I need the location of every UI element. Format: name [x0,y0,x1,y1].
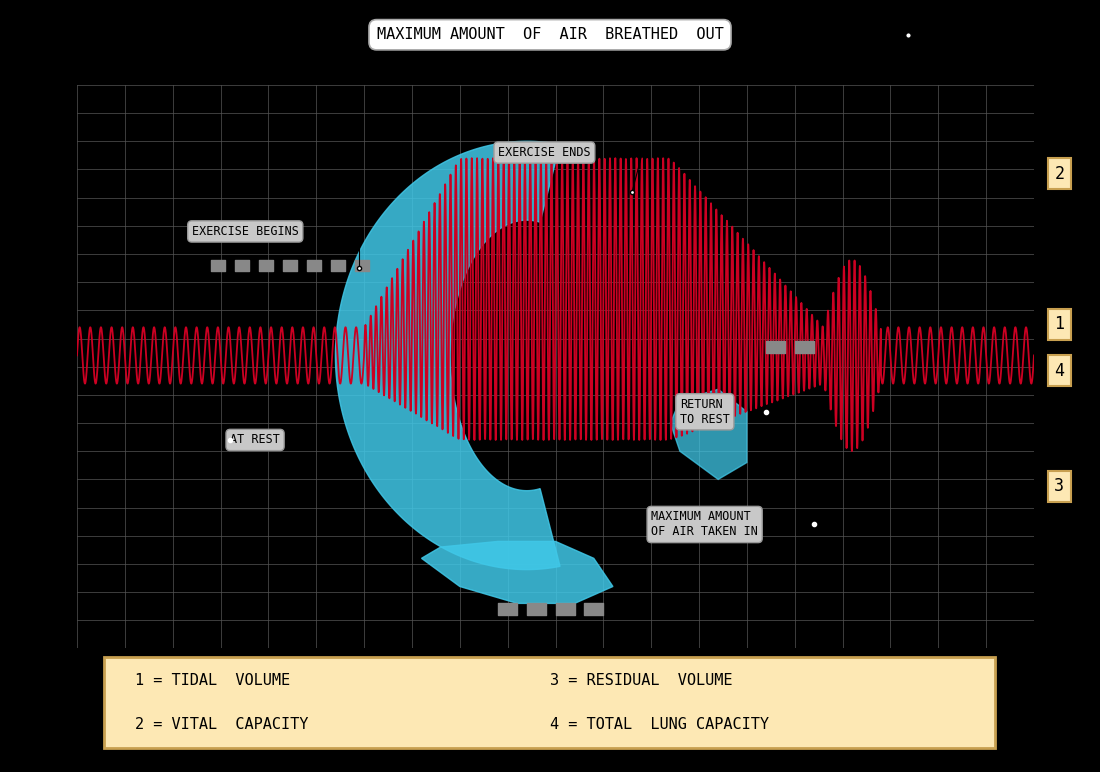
FancyBboxPatch shape [103,657,994,747]
Text: 4: 4 [1054,361,1065,380]
Text: 3: 3 [1054,477,1065,496]
Text: EXERCISE BEGINS: EXERCISE BEGINS [191,225,299,238]
Text: MAXIMUM AMOUNT  OF  AIR  BREATHED  OUT: MAXIMUM AMOUNT OF AIR BREATHED OUT [376,27,724,42]
Polygon shape [336,141,560,570]
Text: RETURN
TO REST: RETURN TO REST [680,398,729,426]
Text: 2: 2 [1054,164,1065,183]
Text: AT REST: AT REST [230,433,280,446]
Text: 1 = TIDAL  VOLUME: 1 = TIDAL VOLUME [135,673,290,688]
Text: EXERCISE ENDS: EXERCISE ENDS [498,146,591,159]
Text: 4 = TOTAL  LUNG CAPACITY: 4 = TOTAL LUNG CAPACITY [550,717,769,732]
Text: 3 = RESIDUAL  VOLUME: 3 = RESIDUAL VOLUME [550,673,733,688]
Polygon shape [421,541,613,604]
Polygon shape [670,389,747,479]
Text: MAXIMUM AMOUNT
OF AIR TAKEN IN: MAXIMUM AMOUNT OF AIR TAKEN IN [651,510,758,539]
Text: 2 = VITAL  CAPACITY: 2 = VITAL CAPACITY [135,717,308,732]
Text: 1: 1 [1054,315,1065,334]
